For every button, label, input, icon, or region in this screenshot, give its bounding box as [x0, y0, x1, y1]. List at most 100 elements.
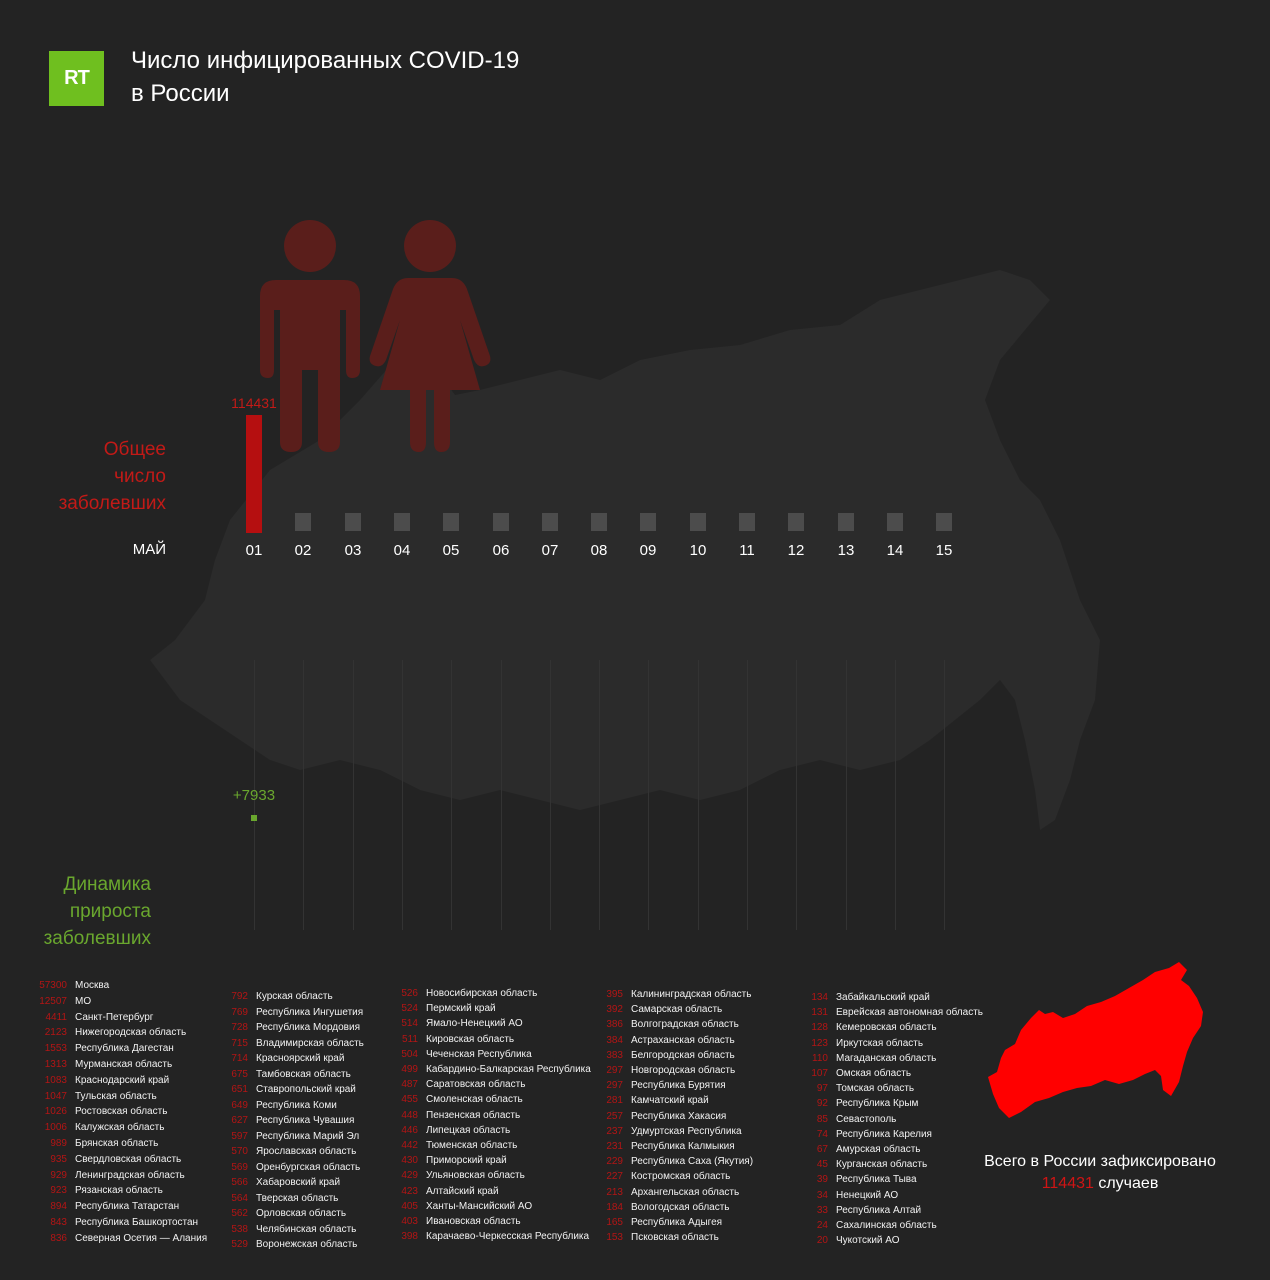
- summary-line2: 114431 случаев: [930, 1173, 1270, 1195]
- region-name: Смоленская область: [426, 1094, 523, 1105]
- region-name: Республика Адыгея: [631, 1217, 723, 1228]
- region-count: 524: [401, 1003, 418, 1014]
- summary: Всего в России зафиксировано 114431 случ…: [930, 1151, 1270, 1195]
- region-name: Омская область: [836, 1068, 912, 1079]
- increase-label: +7933: [232, 787, 276, 804]
- region-name: Вологодская область: [631, 1202, 730, 1213]
- region-row: 405 Ханты-Мансийский АО: [380, 1200, 532, 1214]
- region-count: 570: [231, 1146, 248, 1157]
- dynamics-gridline: [796, 660, 797, 930]
- region-row: 92 Республика Крым: [790, 1097, 919, 1111]
- region-row: 562 Орловская область: [210, 1207, 346, 1221]
- total-bar: [246, 415, 262, 533]
- region-name: Челябинская область: [256, 1224, 357, 1235]
- region-name: Удмуртская Республика: [631, 1126, 742, 1137]
- region-row: 237 Удмуртская Республика: [585, 1125, 742, 1139]
- region-name: Брянская область: [75, 1138, 159, 1149]
- empty-day-bar: [394, 513, 410, 531]
- region-name: Республика Калмыкия: [631, 1141, 735, 1152]
- dynamics-label: Динамика прироста заболевших: [10, 871, 151, 952]
- region-row: 395 Калининградская область: [585, 988, 751, 1002]
- region-count: 429: [401, 1170, 418, 1181]
- dynamics-gridline: [895, 660, 896, 930]
- region-count: 487: [401, 1079, 418, 1090]
- region-row: 20 Чукотский АО: [790, 1234, 900, 1248]
- region-row: 487 Саратовская область: [380, 1078, 525, 1092]
- region-count: 257: [606, 1111, 623, 1122]
- region-count: 403: [401, 1216, 418, 1227]
- region-row: 728 Республика Мордовия: [210, 1021, 360, 1035]
- region-name: Республика Ингушетия: [256, 1007, 364, 1018]
- region-row: 297 Новгородская область: [585, 1064, 735, 1078]
- region-count: 392: [606, 1004, 623, 1015]
- region-count: 792: [231, 991, 248, 1002]
- region-count: 24: [816, 1220, 828, 1231]
- region-name: Республика Чувашия: [256, 1115, 355, 1126]
- empty-day-bar: [640, 513, 656, 531]
- region-name: Курская область: [256, 991, 333, 1002]
- region-row: 843 Республика Башкортостан: [20, 1216, 198, 1230]
- region-count: 131: [811, 1007, 828, 1018]
- region-name: Сахалинская область: [836, 1220, 937, 1231]
- region-name: Кемеровская область: [836, 1022, 937, 1033]
- region-row: 85 Севастополь: [790, 1113, 897, 1127]
- dynamics-label-line3: заболевших: [43, 928, 151, 949]
- region-row: 769 Республика Ингушетия: [210, 1006, 363, 1020]
- region-count: 2123: [44, 1027, 67, 1038]
- region-count: 529: [231, 1239, 248, 1250]
- region-count: 227: [606, 1171, 623, 1182]
- day-label: 05: [442, 542, 460, 559]
- total-cases-label-line3: заболевших: [58, 493, 166, 514]
- region-name: Ульяновская область: [426, 1170, 525, 1181]
- region-count: 39: [816, 1174, 828, 1185]
- region-row: 538 Челябинская область: [210, 1223, 356, 1237]
- region-count: 929: [50, 1170, 67, 1181]
- region-name: Тюменская область: [426, 1140, 518, 1151]
- region-count: 229: [606, 1156, 623, 1167]
- region-count: 894: [50, 1201, 67, 1212]
- total-bar-label: 114431: [231, 395, 277, 411]
- total-cases-label: Общее число заболевших: [20, 436, 166, 517]
- page-title-line2: в России: [131, 80, 230, 107]
- region-row: 929 Ленинградская область: [20, 1169, 184, 1183]
- region-row: 12507 МО: [20, 995, 91, 1009]
- region-row: 446 Липецкая область: [380, 1124, 510, 1138]
- region-row: 57300 Москва: [20, 979, 109, 993]
- region-row: 511 Кировская область: [380, 1033, 514, 1047]
- region-row: 131 Еврейская автономная область: [790, 1006, 983, 1020]
- rt-logo-text: RT: [64, 67, 90, 89]
- region-row: 430 Приморский край: [380, 1154, 507, 1168]
- region-count: 504: [401, 1049, 418, 1060]
- region-name: Ярославская область: [256, 1146, 357, 1157]
- region-name: Республика Крым: [836, 1098, 919, 1109]
- region-row: 569 Оренбургская область: [210, 1161, 360, 1175]
- region-count: 1553: [44, 1043, 67, 1054]
- region-name: Орловская область: [256, 1208, 347, 1219]
- region-count: 597: [231, 1131, 248, 1142]
- region-name: Ивановская область: [426, 1216, 521, 1227]
- region-name: Хабаровский край: [256, 1177, 341, 1188]
- woman-icon: [369, 220, 491, 452]
- region-row: 128 Кемеровская область: [790, 1021, 937, 1035]
- day-label: 09: [639, 542, 657, 559]
- region-row: 153 Псковская область: [585, 1231, 719, 1245]
- region-count: 45: [816, 1159, 828, 1170]
- region-name: Приморский край: [426, 1155, 507, 1166]
- region-count: 562: [231, 1208, 248, 1219]
- region-row: 297 Республика Бурятия: [585, 1079, 725, 1093]
- region-count: 231: [606, 1141, 623, 1152]
- region-count: 538: [231, 1224, 248, 1235]
- region-row: 526 Новосибирская область: [380, 987, 537, 1001]
- region-count: 297: [606, 1065, 623, 1076]
- empty-day-bar: [936, 513, 952, 531]
- region-name: Республика Тыва: [836, 1174, 917, 1185]
- dynamics-label-line1: Динамика: [63, 874, 151, 895]
- region-row: 383 Белгородская область: [585, 1049, 734, 1063]
- region-count: 1047: [44, 1091, 67, 1102]
- region-name: Чеченская Республика: [426, 1049, 532, 1060]
- region-row: 2123 Нижегородская область: [20, 1026, 186, 1040]
- region-row: 134 Забайкальский край: [790, 991, 930, 1005]
- summary-number: 114431: [1041, 1175, 1094, 1192]
- region-row: 74 Республика Карелия: [790, 1128, 932, 1142]
- region-count: 499: [401, 1064, 418, 1075]
